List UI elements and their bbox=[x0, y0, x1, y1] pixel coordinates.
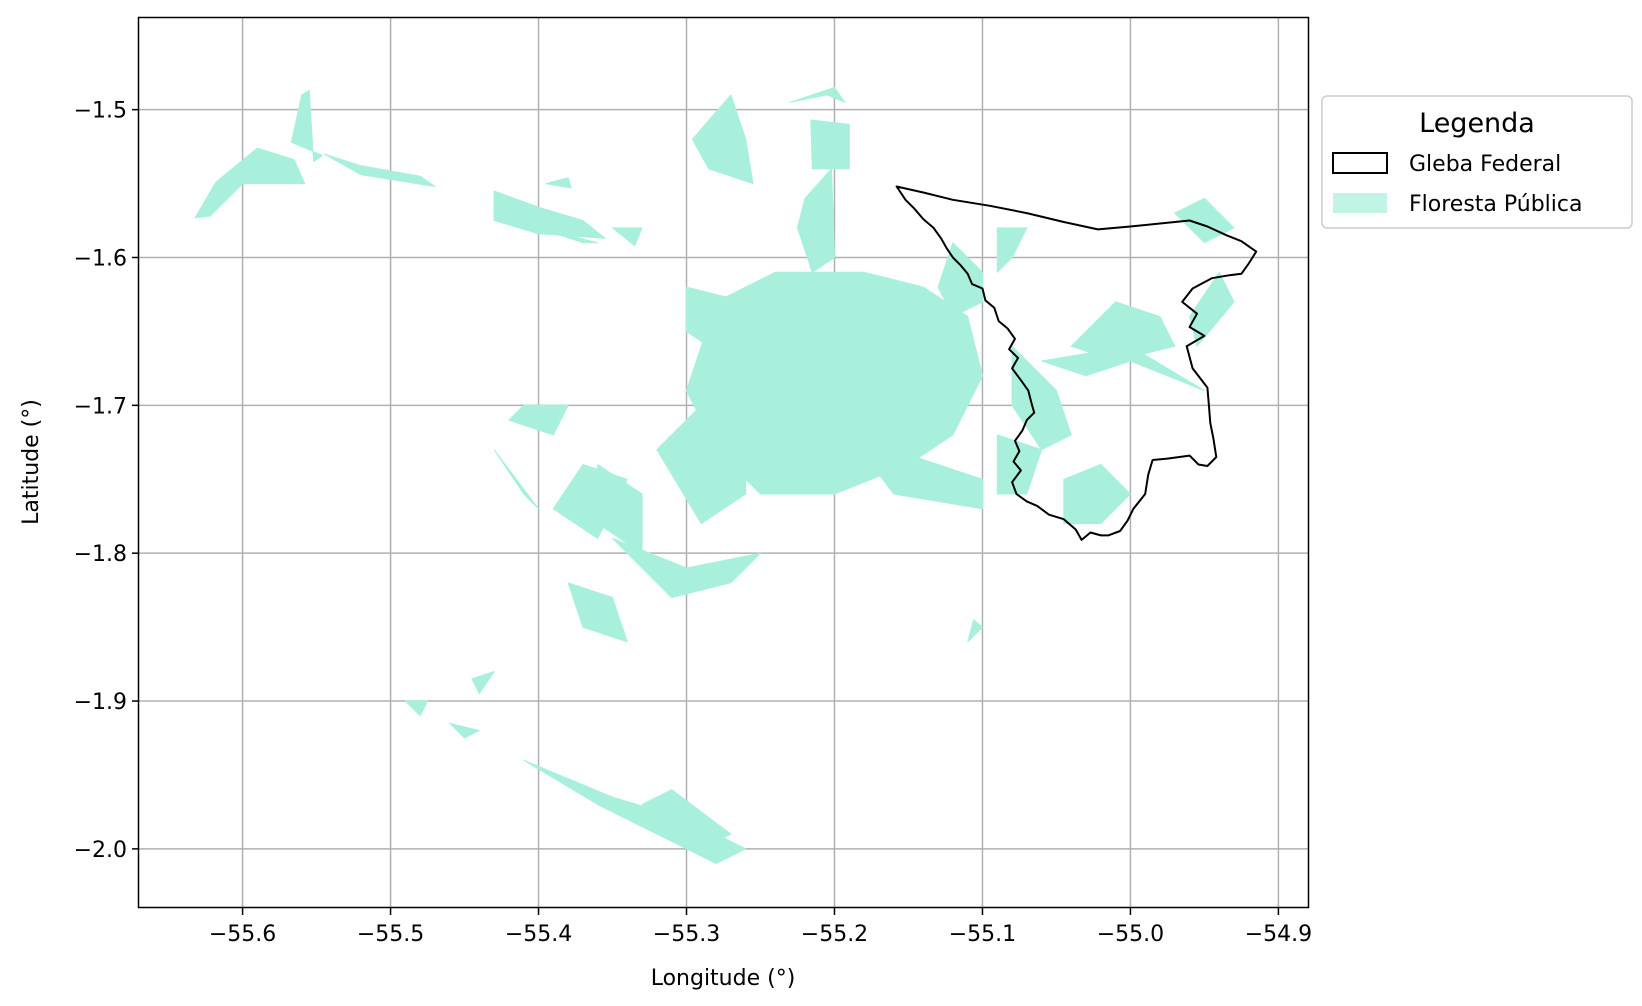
floresta-publica-polygon bbox=[612, 537, 761, 598]
floresta-publica-polygon bbox=[323, 153, 436, 187]
floresta-publica-polygon bbox=[290, 89, 323, 162]
floresta-publica-polygon bbox=[493, 449, 539, 510]
floresta-publica-polygon bbox=[194, 147, 306, 219]
x-tick-label: −54.9 bbox=[1245, 922, 1312, 947]
y-tick-label: −2.0 bbox=[74, 838, 127, 863]
legend-gleba-swatch bbox=[1332, 152, 1388, 174]
x-tick-label: −55.2 bbox=[801, 922, 868, 947]
floresta-publica-polygon bbox=[1189, 271, 1235, 347]
floresta-publica-polygon bbox=[797, 168, 835, 273]
floresta-publica-polygon bbox=[656, 404, 747, 525]
y-tick-label: −1.9 bbox=[74, 690, 127, 715]
x-axis-ticks: −55.6 −55.5 −55.4 −55.3 −55.2 −55.1 −55.0 −54.9 bbox=[209, 908, 1312, 947]
x-tick-label: −55.0 bbox=[1097, 922, 1164, 947]
floresta-publica-polygon bbox=[545, 177, 572, 189]
floresta-publica-polygon bbox=[404, 700, 429, 717]
y-tick-label: −1.8 bbox=[74, 542, 127, 567]
y-axis-label: Latitude (°) bbox=[19, 399, 44, 525]
floresta-publica-polygon bbox=[967, 619, 983, 643]
floresta-publica-polygon bbox=[691, 94, 754, 185]
floresta-publica-polygon bbox=[848, 434, 983, 510]
floresta-publica-polygon bbox=[449, 722, 480, 739]
floresta-publica-polygon bbox=[567, 582, 628, 643]
floresta-publica-polygon bbox=[552, 464, 628, 539]
floresta-publica-polygon bbox=[1011, 345, 1072, 451]
floresta-publica-polygon bbox=[1070, 301, 1176, 362]
floresta-publica-polygon bbox=[493, 190, 606, 239]
x-tick-label: −55.4 bbox=[505, 922, 572, 947]
x-tick-label: −55.5 bbox=[357, 922, 424, 947]
floresta-publica-polygon bbox=[612, 227, 643, 247]
x-tick-label: −55.3 bbox=[653, 922, 720, 947]
floresta-publica-polygon bbox=[508, 404, 569, 436]
x-tick-label: −55.6 bbox=[209, 922, 276, 947]
floresta-publica-layer bbox=[194, 87, 1235, 865]
floresta-publica-polygon bbox=[641, 789, 732, 850]
floresta-publica-polygon bbox=[996, 227, 1028, 273]
plot-frame bbox=[137, 16, 1310, 909]
floresta-publica-polygon bbox=[1063, 464, 1131, 525]
y-tick-label: −1.6 bbox=[74, 247, 127, 272]
floresta-publica-polygon bbox=[810, 119, 850, 170]
x-tick-label: −55.1 bbox=[949, 922, 1016, 947]
gleba-federal-layer bbox=[895, 185, 1258, 541]
gleba-federal-boundary bbox=[895, 185, 1258, 541]
legend-title: Legenda bbox=[1419, 108, 1535, 139]
floresta-publica-polygon bbox=[789, 87, 846, 103]
floresta-publica-polygon bbox=[538, 227, 599, 244]
legend: Legenda Gleba Federal Floresta Pública bbox=[1321, 95, 1633, 229]
legend-floresta-swatch bbox=[1333, 193, 1387, 213]
legend-frame bbox=[1321, 95, 1633, 229]
y-axis-ticks: −1.5 −1.6 −1.7 −1.8 −1.9 −2.0 bbox=[74, 99, 139, 863]
floresta-publica-polygon bbox=[686, 286, 776, 362]
x-axis-label: Longitude (°) bbox=[651, 966, 796, 991]
legend-gleba-label: Gleba Federal bbox=[1409, 152, 1561, 177]
y-tick-label: −1.5 bbox=[74, 99, 127, 124]
legend-floresta-label: Floresta Pública bbox=[1409, 192, 1582, 217]
floresta-publica-polygon bbox=[996, 434, 1043, 495]
y-tick-label: −1.7 bbox=[74, 394, 127, 419]
floresta-publica-polygon bbox=[937, 242, 983, 318]
floresta-publica-polygon bbox=[471, 671, 495, 695]
